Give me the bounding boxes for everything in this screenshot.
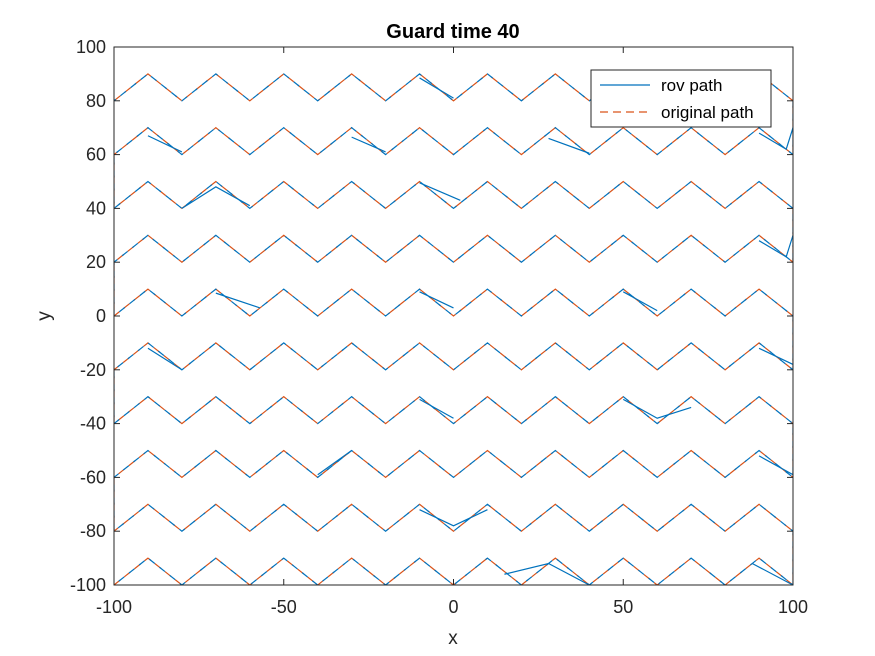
rov-deviation-segment: [351, 136, 386, 153]
y-tick-label: -60: [80, 467, 106, 487]
legend-label-rov-path: rov path: [661, 76, 722, 95]
y-tick-label: -40: [80, 414, 106, 434]
x-axis-label: x: [448, 628, 458, 649]
rov-deviation-segment: [181, 186, 251, 209]
rov-deviation-segment: [504, 562, 590, 585]
rov-deviation-segment: [215, 292, 261, 309]
y-tick-label: 20: [86, 252, 106, 272]
y-tick-label: -100: [70, 575, 106, 595]
rov-deviation-segment: [758, 347, 793, 365]
y-tick-label: 80: [86, 91, 106, 111]
rov-deviation-segment: [419, 509, 488, 527]
y-axis-label: y: [34, 311, 55, 321]
y-tick-label: -20: [80, 360, 106, 380]
y-ticks: -100 -80 -60 -40 -20 0 20 40 60 80 100: [70, 37, 793, 595]
rov-deviation-segment: [419, 291, 454, 309]
x-tick-label: 50: [613, 597, 633, 617]
legend-box: [590, 69, 772, 128]
y-tick-label: 60: [86, 145, 106, 165]
rov-deviation-segment: [751, 562, 793, 585]
series-layer: [114, 73, 793, 585]
chart-title: Guard time 40: [386, 21, 519, 43]
x-ticks: -100 -50 0 50 100: [96, 47, 808, 617]
rov-deviation-segment: [317, 450, 352, 476]
rov-deviation-segment: [758, 235, 793, 258]
y-tick-label: 0: [96, 306, 106, 326]
rov-deviation-segment: [419, 398, 454, 419]
rov-deviation-segment: [147, 135, 183, 153]
rov-deviation-segment: [758, 455, 793, 476]
legend-label-original-path: original path: [661, 103, 754, 122]
rov-deviation-segment: [622, 398, 692, 419]
x-tick-label: -50: [271, 597, 297, 617]
y-tick-label: -80: [80, 521, 106, 541]
rov-deviation-segment: [548, 137, 590, 154]
x-tick-label: 0: [448, 597, 458, 617]
x-tick-label: 100: [778, 597, 808, 617]
x-tick-label: -100: [96, 597, 132, 617]
series-rov-path: [114, 73, 793, 585]
rov-deviation-segment: [419, 182, 461, 201]
legend: rov path original path: [590, 69, 772, 128]
rov-deviation-segment: [147, 347, 183, 371]
rov-deviation-segment: [758, 127, 793, 151]
rov-deviation-segment: [419, 77, 454, 99]
rov-deviation-segment: [622, 291, 658, 312]
y-tick-label: 40: [86, 198, 106, 218]
y-tick-label: 100: [76, 37, 106, 57]
